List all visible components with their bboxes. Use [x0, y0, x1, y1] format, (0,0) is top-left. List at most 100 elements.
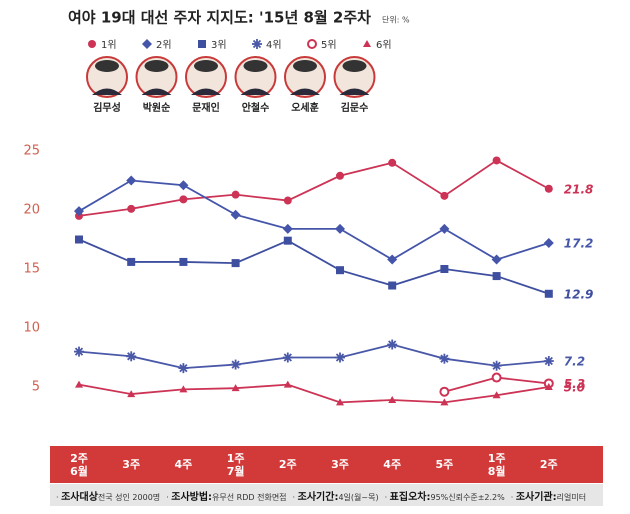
marker	[282, 223, 293, 234]
marker	[252, 39, 262, 49]
value-label: 5.3	[564, 377, 585, 391]
marker-stroke	[335, 353, 345, 362]
marker-stroke	[492, 361, 501, 370]
marker	[126, 351, 137, 362]
marker	[75, 235, 83, 244]
footer: · 조사대상전국 성인 2000명 · 조사방법:유무선 RDD 전화면접 · 조사…	[50, 484, 603, 506]
marker	[491, 360, 502, 371]
marker-stroke	[388, 340, 397, 349]
marker	[75, 380, 83, 388]
marker	[491, 254, 502, 265]
y-tick-label: 10	[23, 321, 40, 336]
marker	[543, 356, 554, 367]
marker	[335, 352, 345, 363]
footer-text: 리얼미터	[556, 492, 587, 502]
marker	[544, 383, 553, 390]
x-tick-label: 2주	[539, 458, 558, 471]
chart-title: 여야 19대 대선 주자 지지도: '15년 8월 2주차	[68, 9, 371, 27]
candidate-name: 김문수	[341, 102, 369, 114]
footer-text: 4일(월~목)	[338, 492, 379, 502]
x-tick-label: 2주	[278, 458, 297, 471]
marker	[335, 223, 345, 234]
portrait-body	[141, 88, 172, 95]
portrait-body	[92, 88, 122, 95]
candidate-name: 박원순	[143, 101, 171, 114]
marker	[363, 40, 371, 47]
portrait-hair	[194, 60, 218, 72]
marker	[231, 259, 240, 268]
marker	[387, 339, 398, 350]
footer-text: 유무선 RDD 전화면접	[212, 492, 287, 502]
series-line	[78, 383, 549, 404]
series-line	[78, 238, 550, 295]
marker	[283, 196, 292, 205]
value-label: 17.2	[564, 237, 594, 251]
footer-item: · 조사기간:4일(월~목)	[292, 491, 379, 503]
marker	[142, 39, 152, 49]
marker	[491, 372, 502, 383]
marker-stroke	[283, 353, 292, 362]
x-tick-label: 5주	[435, 458, 454, 471]
x-tick-label: 1주 8월	[487, 451, 506, 478]
marker	[230, 209, 241, 220]
portrait-body	[240, 88, 271, 95]
value-label: 5.0	[564, 381, 585, 395]
marker	[543, 238, 554, 249]
footer-item: · 조사방법:유무선 RDD 전화면접	[166, 491, 287, 503]
x-tick-label: 3주	[122, 458, 141, 471]
marker	[283, 236, 292, 245]
marker	[178, 363, 189, 374]
portrait-hair	[342, 60, 367, 72]
value-label: 7.2	[564, 355, 585, 369]
value-label: 21.8	[564, 182, 594, 196]
legend-label: 2위	[156, 38, 172, 51]
x-tick-label: 4주	[174, 458, 193, 471]
legend-label: 5위	[321, 38, 337, 51]
x-tick-label: 2주 6월	[70, 451, 88, 478]
unit-label: 단위: %	[382, 15, 410, 25]
marker	[439, 353, 450, 364]
portrait-body	[339, 88, 370, 95]
series-line	[78, 159, 550, 217]
candidate-name: 오세훈	[291, 101, 319, 114]
marker	[74, 206, 84, 217]
marker	[230, 359, 241, 370]
legend-label: 6위	[376, 38, 392, 51]
y-tick-label: 25	[23, 144, 40, 159]
marker-stroke	[252, 39, 262, 49]
marker	[388, 395, 397, 403]
footer-item: · 표집오차:95%신뢰수준±2.2%	[384, 491, 505, 503]
marker	[492, 391, 501, 399]
marker	[198, 40, 206, 48]
marker	[440, 191, 449, 200]
footer-label: 조사기간:	[297, 491, 339, 503]
marker	[231, 384, 240, 392]
footer-item: · 조사기관:리얼미터	[510, 491, 587, 503]
y-tick-label: 5	[32, 380, 40, 395]
category-band	[50, 446, 603, 483]
marker-stroke	[440, 354, 449, 363]
candidate-name: 김무성	[93, 101, 121, 114]
portrait-hair	[95, 60, 119, 72]
marker	[179, 257, 188, 266]
x-tick-label: 4주	[383, 458, 402, 471]
marker	[336, 266, 344, 275]
marker	[127, 204, 136, 213]
marker-stroke	[74, 347, 84, 356]
marker-stroke	[179, 363, 188, 373]
x-tick-label: 1주 7월	[226, 451, 245, 478]
marker	[492, 156, 501, 165]
marker	[336, 171, 344, 180]
marker	[283, 380, 292, 388]
marker	[231, 190, 240, 199]
footer-text: 전국 성인 2000명	[97, 492, 161, 502]
footer-item: · 조사대상전국 성인 2000명	[56, 491, 161, 503]
marker	[440, 398, 449, 406]
y-tick-label: 20	[23, 203, 40, 218]
portrait-hair	[144, 60, 169, 72]
marker	[439, 223, 450, 234]
marker	[440, 265, 449, 273]
footer-label: 표집오차:	[389, 491, 431, 503]
marker	[544, 289, 553, 298]
